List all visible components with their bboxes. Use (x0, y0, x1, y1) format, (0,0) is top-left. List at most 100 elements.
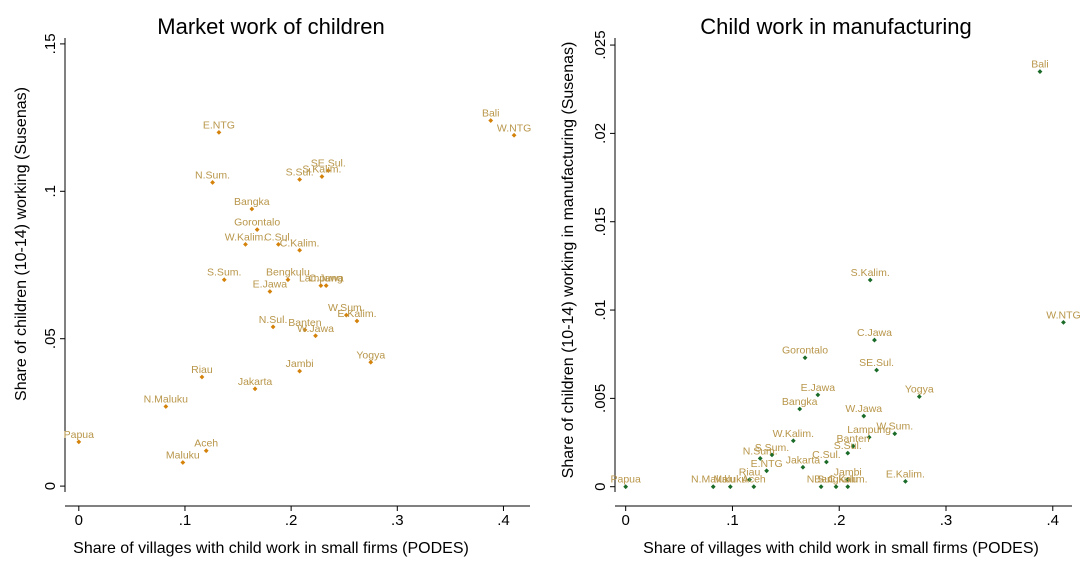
data-point-label: Jambi (834, 467, 862, 479)
data-point-label: E.Kalim. (886, 468, 925, 480)
data-point-label: Gorontalo (782, 345, 828, 357)
data-point-marker (892, 431, 898, 437)
data-point-label: N.Maluku (691, 474, 736, 486)
x-tick-label: 0 (75, 512, 83, 529)
data-point-label: SE.Sul. (859, 357, 894, 369)
y-tick-label: .1 (42, 185, 59, 198)
data-point-marker (163, 404, 169, 409)
data-point-marker (872, 337, 877, 343)
chart-market-work: Market work of children Share of village… (13, 14, 531, 557)
data-point-marker (874, 367, 880, 373)
data-point-label: Aceh (742, 474, 766, 486)
data-point-label: N.Sum. (743, 445, 778, 457)
y-tick-label: .02 (592, 123, 609, 144)
data-point-label: Lampung (847, 424, 891, 436)
data-point-marker (221, 277, 227, 283)
x-axis-label: Share of villages with child work in sma… (73, 540, 469, 557)
y-tick-label: .01 (592, 300, 609, 321)
data-point-marker (318, 283, 324, 289)
data-point-label: Riau (191, 364, 213, 376)
data-point-marker (727, 484, 733, 490)
x-axis-label: Share of villages with child work in sma… (643, 540, 1039, 557)
data-point-marker (845, 477, 851, 483)
data-point-label: Bali (1031, 59, 1049, 71)
data-point-marker (297, 368, 303, 374)
data-point-marker (867, 277, 873, 283)
data-point-marker (764, 468, 770, 474)
data-point-label: E.Kalim. (337, 308, 376, 320)
data-point-label: Jakarta (238, 376, 273, 388)
data-point-label: Gorontalo (234, 217, 280, 229)
data-point-marker (180, 460, 186, 465)
data-point-label: Maluku (713, 474, 747, 486)
data-point-label: Bengkulu (266, 267, 310, 279)
data-point-label: Lampung (299, 273, 343, 285)
data-point-marker (511, 132, 517, 138)
data-point-marker (797, 406, 803, 412)
data-point-label: Riau (739, 467, 761, 479)
data-point-label: N.Sul. (807, 474, 836, 486)
data-point-label: C.Kalim. (280, 237, 320, 249)
data-point-marker (210, 180, 215, 185)
data-point-label: Papua (610, 474, 641, 486)
data-point-label: E.NTG (203, 119, 235, 131)
data-point-marker (267, 289, 273, 294)
data-point-label: Jambi (286, 358, 314, 370)
axis-ticks: 0 .1 .2 .3 .4 0 .05 .1 .15 (42, 33, 510, 529)
data-point-label: S.Sum. (207, 267, 241, 279)
x-tick-label: .3 (940, 512, 953, 529)
data-point-marker (845, 450, 851, 456)
y-tick-label: .025 (592, 30, 609, 59)
data-point-label: S.Kalim. (851, 267, 890, 279)
data-point-label: W.Sum. (328, 302, 365, 314)
data-point-marker (297, 177, 303, 182)
data-point-label: W.Jawa (845, 403, 882, 415)
data-point-marker (199, 374, 205, 380)
x-tick-label: .4 (497, 512, 510, 529)
data-point-marker (343, 312, 349, 318)
data-point-marker (710, 484, 716, 490)
data-point-label: N.Maluku (144, 394, 189, 406)
chart-title: Market work of children (157, 14, 384, 39)
data-point-label: E.Jawa (801, 382, 836, 394)
data-point-marker (285, 277, 291, 283)
data-point-label: C.Sul. (264, 231, 293, 243)
data-point-label: Bengkulu (814, 474, 858, 486)
data-point-label: W.Kalim. (773, 428, 814, 440)
y-tick-label: 0 (592, 483, 609, 491)
data-point-label: Bangka (782, 396, 818, 408)
data-point-label: Papua (64, 429, 95, 441)
data-point-marker (850, 443, 856, 449)
y-axis-label: Share of children (10-14) working (Susen… (13, 87, 30, 401)
x-tick-label: .1 (726, 512, 739, 529)
data-point-marker (769, 452, 775, 458)
x-tick-label: .4 (1047, 512, 1060, 529)
data-point-marker (861, 413, 867, 419)
data-points: Bali W.NTG E.NTG N.Sum. SE.Sul.S.Kalim.S.Sul… (64, 108, 531, 465)
data-point-marker (249, 206, 255, 212)
y-tick-label: .015 (592, 207, 609, 236)
data-point-label: Aceh (194, 438, 218, 450)
x-tick-label: .2 (285, 512, 298, 529)
data-point-marker (903, 479, 908, 484)
data-point-label: Banten (836, 433, 869, 445)
data-point-marker (845, 484, 851, 490)
data-point-marker (824, 459, 829, 465)
data-point-marker (916, 394, 922, 400)
data-point-marker (270, 324, 276, 330)
data-point-label: E.Jawa (253, 279, 288, 291)
data-point-label: W.NTG (1046, 309, 1080, 321)
data-point-label: SE.Sul. (311, 158, 346, 170)
data-point-marker (368, 359, 374, 365)
data-point-marker (1061, 320, 1066, 325)
x-tick-label: .1 (179, 512, 192, 529)
data-point-label: W.NTG (497, 122, 531, 134)
y-tick-label: .005 (592, 384, 609, 413)
data-point-label: Banten (288, 317, 321, 329)
data-point-label: S.Sum. (755, 442, 789, 454)
data-point-marker (818, 484, 824, 490)
data-points: Bali S.Kalim. W.NTG C.Jawa Gorontalo SE.Sul. E… (610, 59, 1081, 490)
data-point-marker (319, 174, 325, 179)
chart-manufacturing: Child work in manufacturing Share of vil… (560, 14, 1081, 557)
